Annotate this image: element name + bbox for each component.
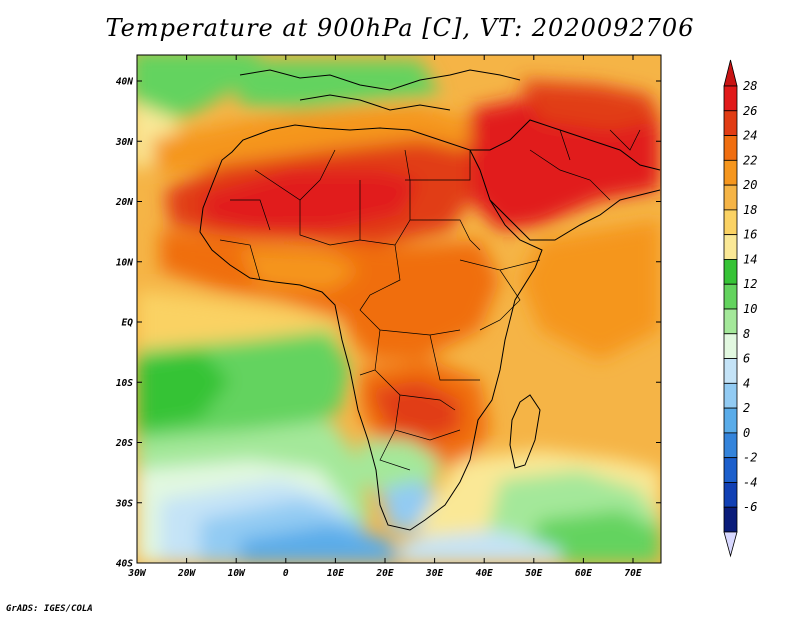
colorbar-label: 4 xyxy=(743,376,750,390)
colorbar-swatch xyxy=(723,283,738,310)
colorbar-swatch xyxy=(723,308,738,335)
colorbar-bottom-arrow xyxy=(723,531,738,558)
colorbar-label: 22 xyxy=(743,153,757,167)
colorbar-swatch xyxy=(723,382,738,409)
y-tick-label: 40S xyxy=(116,559,133,570)
colorbar-label: 0 xyxy=(743,426,750,440)
x-tick-label: 10E xyxy=(327,568,344,579)
colorbar-swatch xyxy=(723,333,738,359)
plot-frame xyxy=(136,54,662,564)
colorbar-label: 24 xyxy=(743,129,757,143)
colorbar-swatch xyxy=(723,184,738,211)
y-tick-label: 30N xyxy=(115,137,133,148)
y-tick-label: 30S xyxy=(115,498,133,509)
x-tick-label: 10W xyxy=(228,568,246,579)
y-tick-label: 10S xyxy=(116,378,133,389)
x-tick-label: 30E xyxy=(425,568,443,579)
y-axis: 40N 30N 20N 10N EQ 10S 20S 30S 40S xyxy=(115,77,661,570)
colorbar-swatch xyxy=(723,209,738,236)
colorbar-label: 12 xyxy=(743,277,757,291)
colorbar-label: -2 xyxy=(743,451,757,465)
colorbar-label: 8 xyxy=(743,327,750,341)
country-borders xyxy=(219,129,641,471)
coastlines xyxy=(199,69,661,531)
x-axis: 30W 20W 10W 0 10E 20E 30E 40E 50E 60E 70E xyxy=(127,55,642,579)
colorbar-swatch xyxy=(723,358,738,384)
colorbar-swatch xyxy=(723,432,738,459)
y-tick-label: 20N xyxy=(115,197,133,208)
colorbar-label: -4 xyxy=(743,475,757,489)
x-tick-label: 40E xyxy=(476,568,493,579)
x-tick-label: 20E xyxy=(375,568,393,579)
colorbar-label: 14 xyxy=(743,252,757,266)
colorbar-swatch xyxy=(723,482,738,508)
colorbar-label: 6 xyxy=(743,352,750,366)
colorbar-label: -6 xyxy=(743,500,757,514)
colorbar-swatch xyxy=(723,135,738,161)
x-tick-label: 60E xyxy=(575,568,592,579)
colorbar-swatch xyxy=(723,85,738,112)
colorbar-swatch xyxy=(723,457,738,483)
colorbar-label: 28 xyxy=(743,79,757,93)
colorbar-label: 18 xyxy=(743,203,757,217)
colorbar-swatch xyxy=(723,407,738,434)
colorbar-label: 20 xyxy=(743,178,757,192)
y-tick-label: EQ xyxy=(122,318,134,329)
colorbar-label: 10 xyxy=(743,302,757,316)
colorbar-swatch xyxy=(723,110,738,136)
x-tick-label: 30W xyxy=(127,568,146,579)
colorbar-swatch xyxy=(723,259,738,285)
x-tick-label: 0 xyxy=(283,568,289,579)
grads-credit: GrADS: IGES/COLA xyxy=(6,604,93,614)
temperature-field xyxy=(137,55,661,563)
colorbar-top-arrow xyxy=(723,59,738,87)
map-title: Temperature at 900hPa [C], VT: 202009270… xyxy=(105,14,695,42)
y-tick-label: 40N xyxy=(116,77,133,88)
y-tick-label: 20S xyxy=(115,438,133,449)
x-tick-label: 20W xyxy=(177,568,196,579)
x-tick-label: 70E xyxy=(624,568,641,579)
colorbar-swatch xyxy=(723,159,738,186)
y-tick-label: 10N xyxy=(116,257,133,268)
colorbar-label: 16 xyxy=(743,228,757,242)
x-tick-label: 50E xyxy=(525,568,542,579)
colorbar-swatch xyxy=(723,506,738,533)
colorbar-label: 2 xyxy=(743,401,750,415)
colorbar-swatch xyxy=(723,234,738,260)
colorbar-label: 26 xyxy=(743,104,757,118)
